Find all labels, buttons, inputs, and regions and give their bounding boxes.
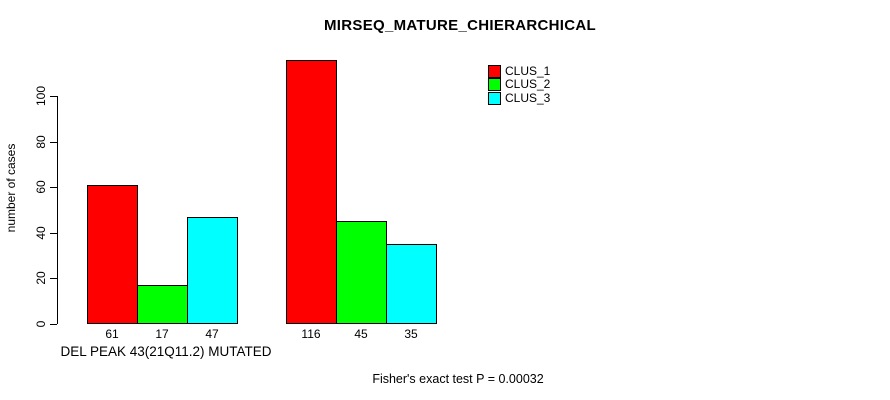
chart-title: MIRSEQ_MATURE_CHIERARCHICAL (324, 17, 596, 34)
bar-clus_2-group2 (336, 221, 387, 324)
legend-swatch-clus_1 (488, 65, 501, 78)
x-group-label-1: DEL PEAK 43(21Q11.2) MUTATED (60, 344, 272, 359)
legend-swatch-clus_2 (488, 78, 501, 91)
bar-value-label-group1-clus_1: 61 (105, 327, 119, 341)
footer-annotation: Fisher's exact test P = 0.00032 (372, 372, 544, 386)
y-tick-label-100: 100 (34, 85, 48, 107)
y-axis-label: number of cases (4, 143, 18, 233)
bar-value-label-group2-clus_1: 116 (301, 327, 321, 341)
y-tick-label-60: 60 (34, 180, 48, 194)
y-tick-100 (50, 96, 57, 97)
y-tick-label-40: 40 (34, 226, 48, 240)
y-tick-label-20: 20 (34, 271, 48, 285)
bar-value-label-group2-clus_3: 35 (404, 327, 418, 341)
y-tick-0 (50, 324, 57, 325)
bar-clus_3-group2 (386, 244, 437, 324)
y-tick-label-0: 0 (34, 320, 48, 328)
y-tick-label-80: 80 (34, 135, 48, 149)
bar-clus_3-group1 (187, 217, 238, 324)
bar-value-label-group2-clus_2: 45 (354, 327, 368, 341)
bar-clus_1-group2 (286, 60, 337, 324)
legend-label-clus_1: CLUS_1 (505, 64, 551, 78)
legend-label-clus_3: CLUS_3 (505, 91, 551, 105)
y-axis-line (57, 96, 58, 324)
bar-value-label-group1-clus_3: 47 (205, 327, 219, 341)
y-tick-40 (50, 233, 57, 234)
y-tick-20 (50, 278, 57, 279)
y-tick-60 (50, 187, 57, 188)
legend-swatch-clus_3 (488, 92, 501, 105)
bar-value-label-group1-clus_2: 17 (155, 327, 169, 341)
bar-clus_1-group1 (87, 185, 138, 324)
legend-label-clus_2: CLUS_2 (505, 77, 551, 91)
bar-clus_2-group1 (137, 285, 188, 324)
y-tick-80 (50, 142, 57, 143)
